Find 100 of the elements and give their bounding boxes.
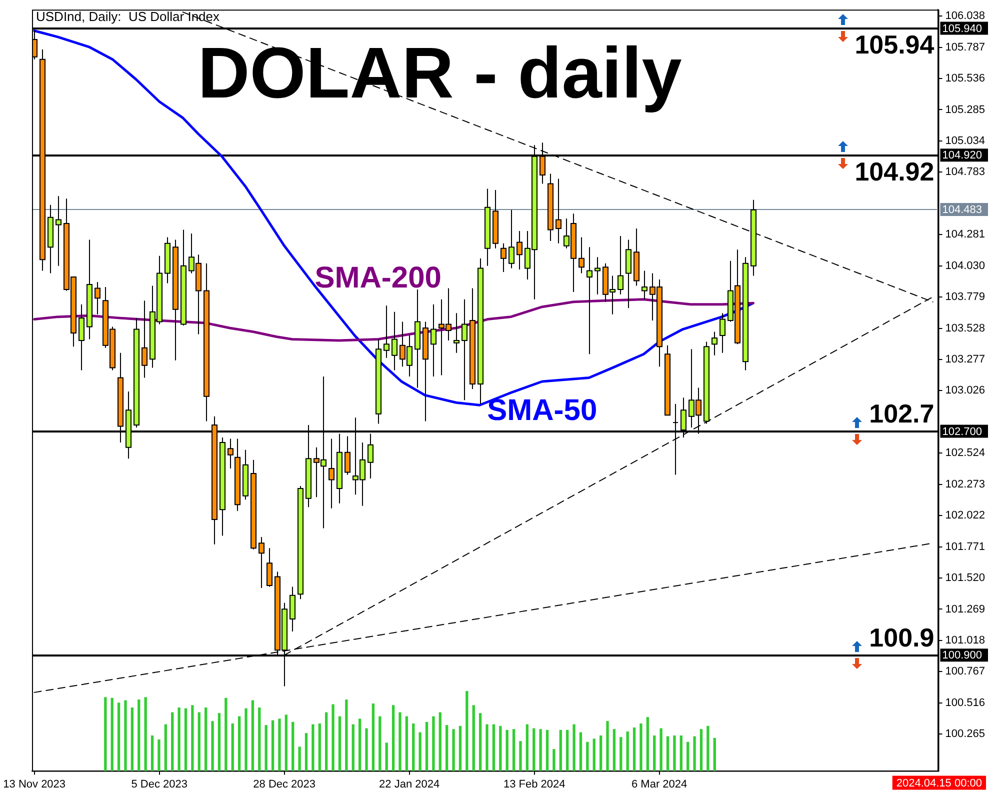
x-tick-label: 13 Nov 2023	[3, 778, 66, 790]
bar	[539, 728, 542, 771]
bar	[432, 716, 435, 771]
bar	[586, 742, 589, 771]
bar	[318, 723, 321, 771]
y-tick-label: 105.787	[945, 41, 986, 54]
series-label: SMA-200	[314, 261, 442, 294]
bar	[218, 712, 221, 771]
y-tick-label: 101.269	[945, 603, 986, 616]
bar	[325, 712, 328, 771]
y-tick-label: 103.277	[945, 354, 986, 366]
bar	[552, 748, 556, 771]
bar	[365, 728, 368, 771]
bar	[150, 735, 154, 771]
bar	[438, 712, 442, 771]
bar	[258, 707, 261, 771]
bar	[693, 736, 696, 771]
x-tick-label: 13 Feb 2024	[503, 778, 566, 790]
bar	[372, 703, 375, 771]
bar	[532, 728, 536, 771]
bar	[104, 696, 107, 771]
x-tick-label: 6 Mar 2024	[632, 778, 688, 790]
bar	[546, 730, 549, 771]
bar	[512, 728, 516, 771]
bar	[178, 707, 180, 771]
y-tick-label: 102.524	[945, 447, 986, 460]
bar	[666, 736, 670, 771]
y-tick-label: 103.528	[945, 322, 986, 334]
bar	[144, 696, 147, 771]
bar	[271, 720, 274, 771]
bar	[244, 708, 248, 771]
bar	[612, 728, 616, 771]
bar	[405, 716, 408, 771]
bar	[559, 730, 562, 771]
bar	[385, 742, 388, 771]
bar	[566, 730, 569, 771]
bar	[478, 712, 482, 771]
bar	[110, 698, 114, 771]
bar	[713, 738, 716, 771]
y-tick-label: 104.030	[945, 260, 986, 272]
bar	[526, 724, 529, 771]
bar	[499, 726, 502, 771]
bar	[198, 712, 200, 771]
bar	[158, 739, 160, 771]
bar	[398, 712, 402, 771]
text: 104.483	[942, 204, 982, 216]
bar	[492, 724, 496, 771]
bar	[358, 718, 362, 771]
bar	[292, 722, 294, 771]
bar	[224, 698, 228, 771]
bar	[620, 736, 622, 771]
bar	[700, 728, 703, 771]
bar	[251, 700, 254, 771]
text: 2024.04.15 00:00	[896, 777, 982, 790]
bar	[338, 716, 342, 771]
bar	[506, 730, 508, 771]
bar	[184, 708, 188, 771]
bar	[345, 699, 348, 771]
bar	[680, 735, 682, 771]
y-tick-label: 101.520	[945, 572, 986, 584]
bar	[653, 735, 656, 771]
bar	[278, 718, 281, 771]
text: 102.700	[942, 426, 982, 438]
bar	[606, 720, 609, 771]
bar	[486, 724, 488, 771]
chart-subtitle: USDInd, Daily: US Dollar Index	[36, 9, 220, 24]
bar	[412, 723, 415, 771]
ref-line-label: 105.94	[854, 29, 935, 60]
y-tick-label: 104.783	[945, 166, 986, 178]
chart-title: DOLAR - daily	[198, 33, 682, 114]
ref-line-label: 100.9	[869, 622, 934, 652]
bar	[124, 700, 127, 771]
y-tick-label: 105.285	[945, 104, 986, 116]
bar	[572, 724, 576, 771]
text: 100.900	[942, 650, 982, 662]
bar	[640, 723, 642, 771]
bar	[599, 735, 602, 771]
y-tick-label: 104.281	[945, 228, 986, 241]
bar	[660, 728, 662, 771]
bar	[138, 699, 140, 771]
ref-line-label: 102.7	[869, 398, 934, 428]
bar	[519, 740, 522, 771]
bar	[626, 731, 629, 771]
bar	[579, 732, 582, 771]
bar	[646, 716, 650, 771]
bar	[204, 707, 208, 771]
bar	[418, 732, 422, 771]
bar	[378, 716, 382, 771]
y-tick-label: 100.265	[945, 728, 986, 740]
bar	[171, 712, 174, 771]
y-tick-label: 100.767	[945, 666, 986, 678]
bar	[446, 724, 448, 771]
y-tick-label: 106.038	[945, 10, 986, 22]
x-tick-label: 5 Dec 2023	[131, 778, 188, 790]
bar	[458, 726, 462, 771]
bar	[304, 732, 308, 771]
y-tick-label: 103.779	[945, 291, 986, 304]
y-tick-label: 105.536	[945, 72, 986, 85]
bar	[706, 726, 710, 771]
y-tick-label: 103.026	[945, 384, 986, 397]
